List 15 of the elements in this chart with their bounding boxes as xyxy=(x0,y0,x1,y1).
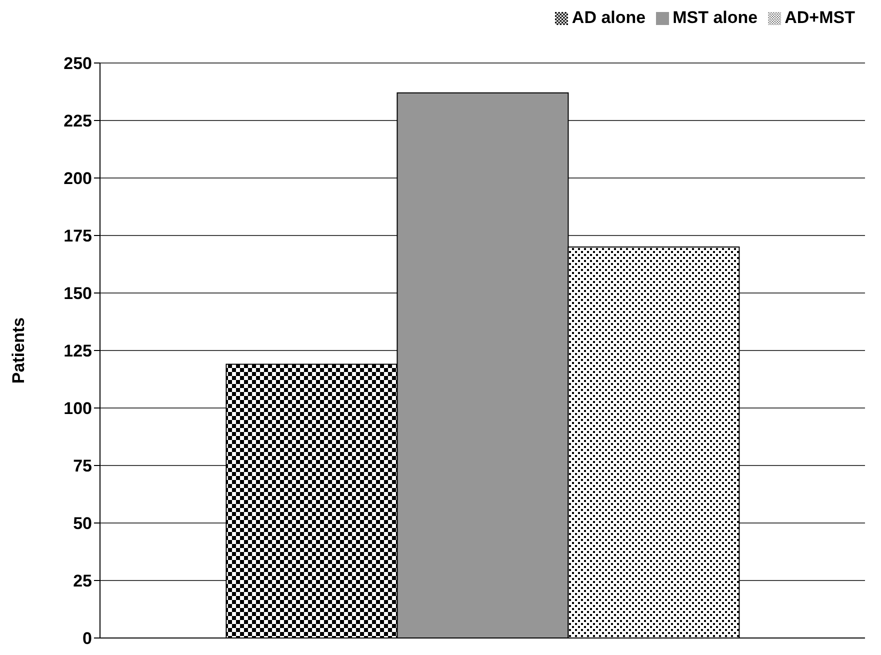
y-axis-title: Patients xyxy=(9,317,28,384)
y-tick-label: 75 xyxy=(73,456,92,476)
y-tick-label: 125 xyxy=(64,342,92,361)
y-tick-label: 150 xyxy=(64,284,92,304)
legend-label: MST alone xyxy=(672,8,758,27)
y-tick-label: 0 xyxy=(82,629,92,648)
legend-label: AD+MST xyxy=(784,8,855,27)
y-tick-label: 50 xyxy=(73,514,92,534)
y-tick-label: 175 xyxy=(64,226,92,246)
y-tick-label: 100 xyxy=(64,399,92,418)
y-tick-label: 200 xyxy=(64,169,92,188)
y-tick-label: 225 xyxy=(64,112,92,131)
y-tick-label: 25 xyxy=(73,572,92,591)
y-tick-label: 250 xyxy=(64,54,92,74)
legend-label: AD alone xyxy=(572,8,646,27)
